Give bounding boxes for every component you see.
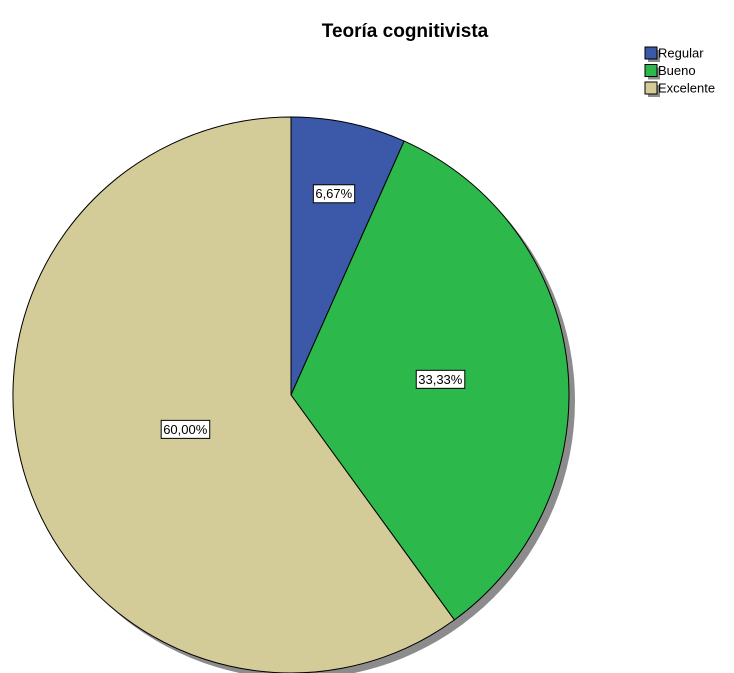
legend-label: Excelente — [658, 80, 715, 95]
legend-label: Regular — [658, 45, 704, 60]
value-label-box — [160, 419, 211, 439]
legend-swatch — [644, 64, 658, 77]
value-label-text: 33,33% — [418, 372, 463, 387]
legend-label: Bueno — [658, 63, 696, 78]
value-label: 60,00% — [160, 419, 211, 439]
value-label: 6,67% — [312, 184, 356, 204]
value-label: 33,33% — [415, 369, 466, 389]
chart-title: Teoría cognitivista — [322, 21, 489, 42]
legend-swatch — [644, 81, 658, 95]
value-label-box — [312, 184, 356, 204]
pie-slice — [12, 116, 456, 673]
value-label-text: 6,67% — [315, 186, 352, 201]
legend-swatch — [644, 46, 658, 60]
value-label-text: 60,00% — [163, 422, 208, 437]
value-label-box — [415, 369, 466, 389]
